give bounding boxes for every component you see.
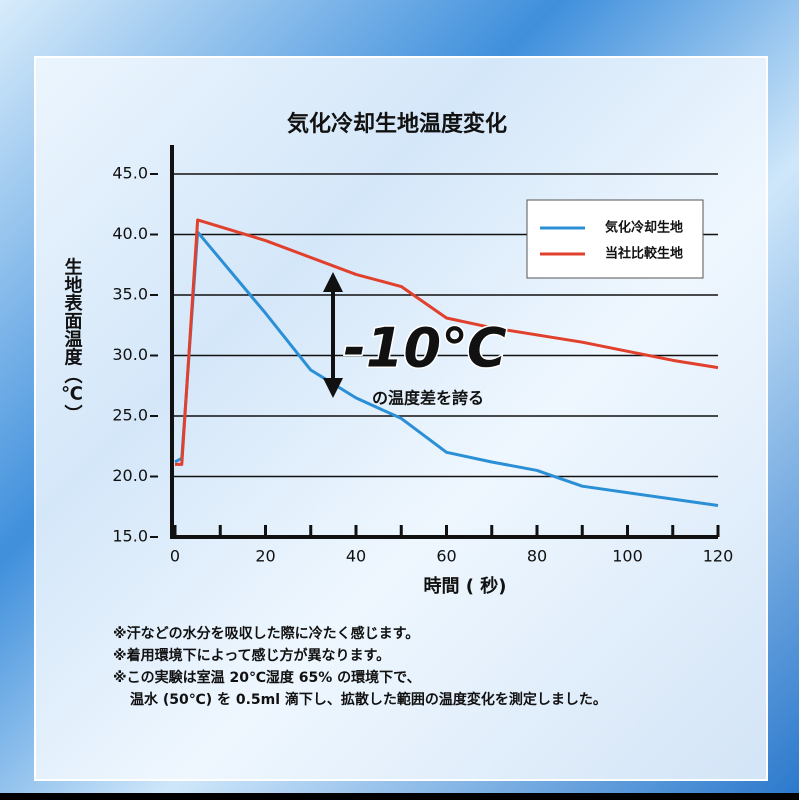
x-tick-label: 60 [436, 547, 456, 566]
y-tick-label: 40.0 [112, 224, 148, 243]
x-axis-label: 時間 ( 秒) [424, 575, 507, 597]
note: ※着用環境下によって感じ方が異なります。 [113, 647, 390, 664]
note: ※汗などの水分を吸収した際に冷たく感じます。 [113, 625, 419, 642]
x-tick-label: 20 [255, 547, 275, 566]
annotation-text: の温度差を誇る [372, 389, 484, 408]
legend [526, 199, 704, 279]
plot: 15.0 20.0 25.0 30.0 35.0 40.0 45.0 0 20 40 60 80 100… [112, 145, 733, 566]
y-tick-label: 35.0 [112, 285, 148, 304]
legend-label: 気化冷却生地 [605, 220, 683, 236]
x-tick-label: 0 [170, 547, 180, 566]
legend-label: 当社比較生地 [605, 246, 683, 262]
y-axis-label: 生地表面温度（℃） [61, 256, 82, 422]
note: 温水 (50℃) を 0.5ml 滴下し、拡散した範囲の温度変化を測定しました。 [130, 691, 607, 708]
y-tick-label: 25.0 [112, 406, 148, 425]
bottom-band [0, 793, 799, 800]
y-tick-label: 20.0 [112, 466, 148, 485]
series-line [175, 218, 719, 466]
note: ※この実験は室温 20℃湿度 65% の環境下で、 [113, 669, 421, 686]
x-tick-label: 80 [527, 547, 547, 566]
x-tick-label: 100 [612, 547, 643, 566]
annotation-headline: -10℃ [344, 317, 507, 380]
y-tick-label: 45.0 [112, 164, 148, 183]
y-tick-label: 30.0 [112, 345, 148, 364]
y-tick-label: 15.0 [112, 527, 148, 546]
notes: ※汗などの水分を吸収した際に冷たく感じます。 ※着用環境下によって感じ方が異なりま… [113, 625, 607, 708]
x-tick-label: 120 [703, 547, 734, 566]
x-tick-label: 40 [346, 547, 366, 566]
chart-title: 気化冷却生地温度変化 [287, 111, 507, 137]
